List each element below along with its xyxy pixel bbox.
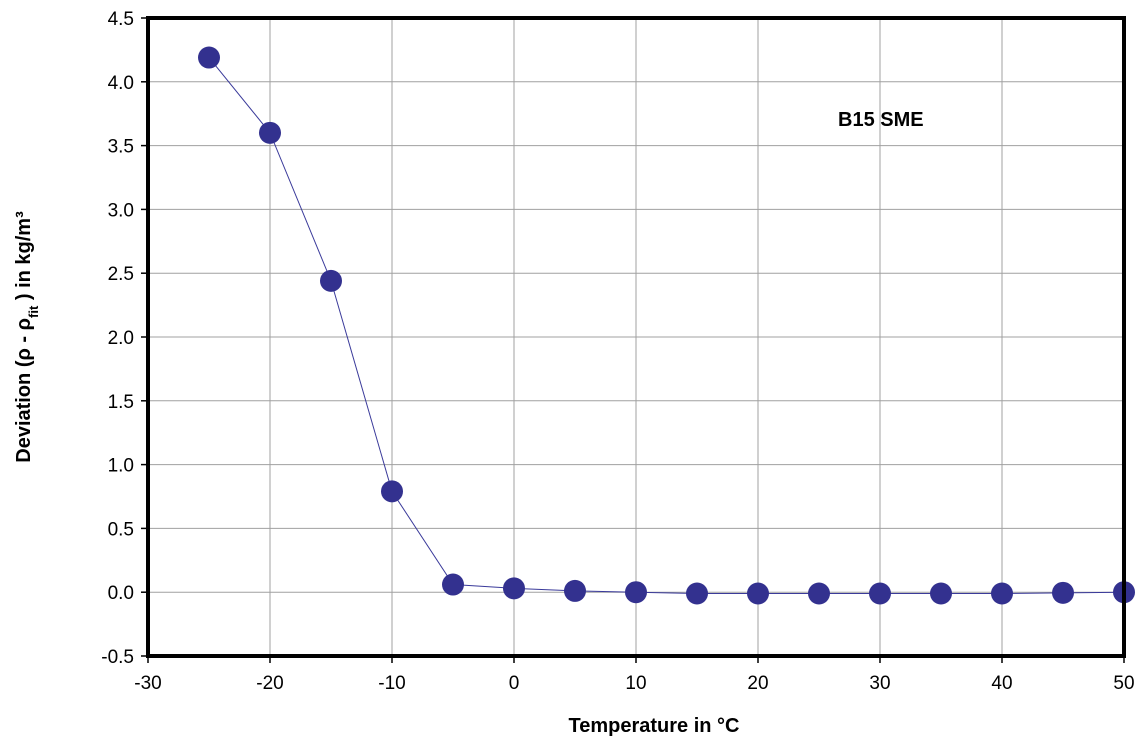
- x-tick-label: 0: [509, 673, 520, 694]
- x-tick-label: -10: [378, 673, 405, 694]
- y-tick-label: 2.0: [108, 328, 134, 349]
- data-point: [808, 582, 830, 605]
- x-tick-label: 10: [625, 673, 646, 694]
- plot-frame: [146, 16, 1126, 658]
- tick-labels: -30 -20 -10 0 10 20 30 40 50 -0.5 0.0 0.5 1.0 1.5 2.0 2…: [101, 9, 1134, 694]
- x-tick-label: -20: [256, 673, 283, 694]
- x-tick-label: 20: [747, 673, 768, 694]
- y-tick-label: 2.5: [108, 264, 134, 285]
- y-tick-label: 3.5: [108, 137, 134, 158]
- data-point: [686, 582, 708, 605]
- x-tick-label: -30: [134, 673, 161, 694]
- chart-annotation: B15 SME: [838, 109, 924, 131]
- data-point: [320, 269, 342, 292]
- data-point: [259, 121, 281, 144]
- y-tick-label: -0.5: [101, 647, 134, 668]
- y-tick-label: 1.5: [108, 392, 134, 413]
- x-tick-label: 30: [869, 673, 890, 694]
- grid: [147, 17, 1125, 657]
- data-point: [198, 46, 220, 69]
- y-axis-title-suffix: ) in kg/m³: [13, 211, 35, 306]
- data-point: [442, 573, 464, 596]
- y-axis-title-subscript: fit: [26, 305, 41, 318]
- data-point: [1052, 581, 1074, 604]
- data-point: [503, 577, 525, 600]
- y-tick-label: 0.0: [108, 583, 134, 604]
- y-tick-label: 4.0: [108, 73, 134, 94]
- y-tick-label: 0.5: [108, 519, 134, 540]
- x-tick-label: 50: [1113, 673, 1134, 694]
- series-line: [208, 57, 1125, 594]
- data-point: [564, 579, 586, 602]
- data-point: [381, 480, 403, 503]
- y-tick-label: 1.0: [108, 456, 134, 477]
- data-point: [869, 582, 891, 605]
- data-point: [625, 581, 647, 604]
- y-axis-title-prefix: Deviation (ρ - ρ: [13, 318, 35, 463]
- data-point: [747, 582, 769, 605]
- data-point: [991, 582, 1013, 605]
- x-axis-title: Temperature in °C: [569, 715, 740, 737]
- data-point: [930, 582, 952, 605]
- data-series: [198, 46, 1135, 605]
- y-tick-label: 3.0: [108, 200, 134, 221]
- x-tick-label: 40: [991, 673, 1012, 694]
- y-axis-title: Deviation (ρ - ρfit ) in kg/m³: [13, 211, 41, 463]
- y-tick-label: 4.5: [108, 9, 134, 30]
